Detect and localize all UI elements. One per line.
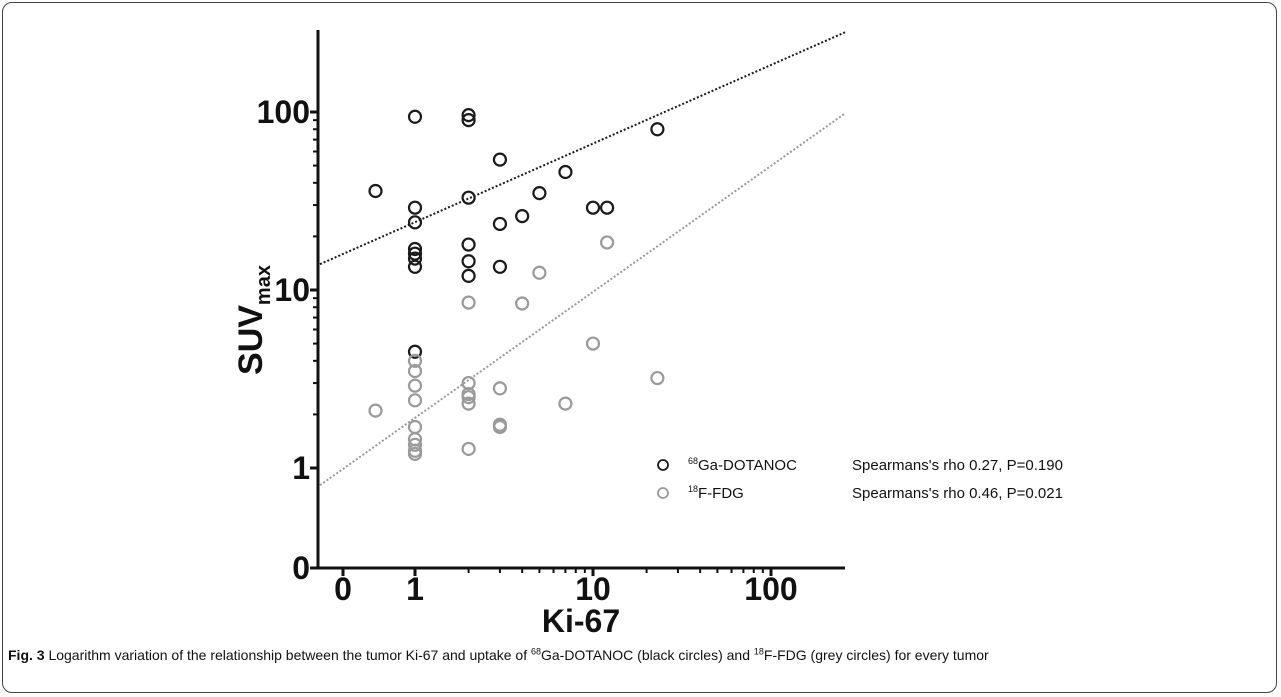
caption-sup-1: 68 xyxy=(530,646,541,657)
legend-label: 18F-FDG xyxy=(688,484,744,502)
data-point xyxy=(407,251,423,266)
data-point xyxy=(461,268,476,284)
caption-text-2: Ga-DOTANOC (black circles) and xyxy=(540,647,754,663)
x-tick-label: 100 xyxy=(744,571,797,607)
data-point xyxy=(585,336,601,351)
scatter-chart: 0 1 10 100 0 1 10 100 68Ga-DOTANOC Spearmans's r… xyxy=(232,30,1063,639)
data-point xyxy=(461,441,476,457)
data-point xyxy=(492,216,508,232)
data-point xyxy=(492,419,508,435)
data-point xyxy=(461,396,476,411)
y-tick-label: 100 xyxy=(257,94,310,130)
data-point xyxy=(407,215,423,230)
legend-name: F-FDG xyxy=(698,485,744,502)
x-tick-label: 10 xyxy=(575,571,611,607)
caption-sup-2: 18 xyxy=(753,646,764,657)
data-point xyxy=(650,122,665,137)
data-point xyxy=(407,246,423,261)
y-axis-label: SUVmax xyxy=(232,265,275,375)
figure-number: Fig. 3 xyxy=(8,647,45,663)
data-point xyxy=(492,259,508,274)
data-point xyxy=(407,344,423,359)
caption-text-3: F-FDG (grey circles) for every tumor xyxy=(763,647,989,663)
data-point xyxy=(368,403,383,418)
data-point xyxy=(407,353,423,368)
data-point xyxy=(461,390,476,405)
legend-marker xyxy=(657,459,669,471)
legend-isotope: 68 xyxy=(688,456,698,466)
legend-stat: Spearmans's rho 0.46, P=0.021 xyxy=(852,485,1063,502)
figure-caption: Fig. 3 Logarithm variation of the relati… xyxy=(8,646,1270,665)
data-point xyxy=(407,419,423,435)
x-tick-label: 0 xyxy=(334,571,352,607)
data-point xyxy=(558,164,573,180)
data-point xyxy=(407,393,423,408)
caption-text-1: Logarithm variation of the relationship … xyxy=(44,647,531,663)
data-point xyxy=(461,254,476,269)
trend-line-1 xyxy=(319,31,846,266)
y-axis-label-subscript: max xyxy=(253,265,275,305)
data-point xyxy=(461,295,476,310)
data-point xyxy=(407,109,423,124)
y-axis-label-main: SUV xyxy=(232,305,270,375)
y-tick-label: 1 xyxy=(292,450,310,486)
data-point xyxy=(407,241,423,257)
y-tick-label: 0 xyxy=(292,550,310,586)
data-point xyxy=(515,296,530,311)
legend-stat: Spearmans's rho 0.27, P=0.190 xyxy=(852,457,1063,474)
data-point xyxy=(492,381,508,396)
y-tick-label: 10 xyxy=(274,272,310,308)
data-point xyxy=(407,378,423,393)
data-point xyxy=(532,186,547,201)
x-axis-label: Ki-67 xyxy=(542,603,620,639)
data-point xyxy=(368,183,383,199)
data-point xyxy=(407,364,423,379)
data-point xyxy=(585,200,601,215)
data-point xyxy=(407,259,423,274)
data-point xyxy=(532,265,547,280)
data-point xyxy=(461,108,476,123)
data-point xyxy=(461,113,476,128)
data-point xyxy=(407,437,423,452)
data-point xyxy=(650,370,665,386)
data-point xyxy=(515,209,530,224)
data-point xyxy=(599,235,615,250)
data-point xyxy=(558,396,573,411)
data-point xyxy=(492,152,508,167)
data-point xyxy=(407,446,423,462)
x-tick-label: 1 xyxy=(406,571,424,607)
legend-name: Ga-DOTANOC xyxy=(698,457,797,474)
data-point xyxy=(599,200,615,215)
data-point xyxy=(461,190,476,205)
data-point xyxy=(407,200,423,215)
trend-line-2 xyxy=(319,112,846,487)
data-point xyxy=(461,237,476,252)
legend-label: 68Ga-DOTANOC xyxy=(688,456,797,474)
legend-marker xyxy=(657,487,669,499)
legend-isotope: 18 xyxy=(688,484,698,494)
